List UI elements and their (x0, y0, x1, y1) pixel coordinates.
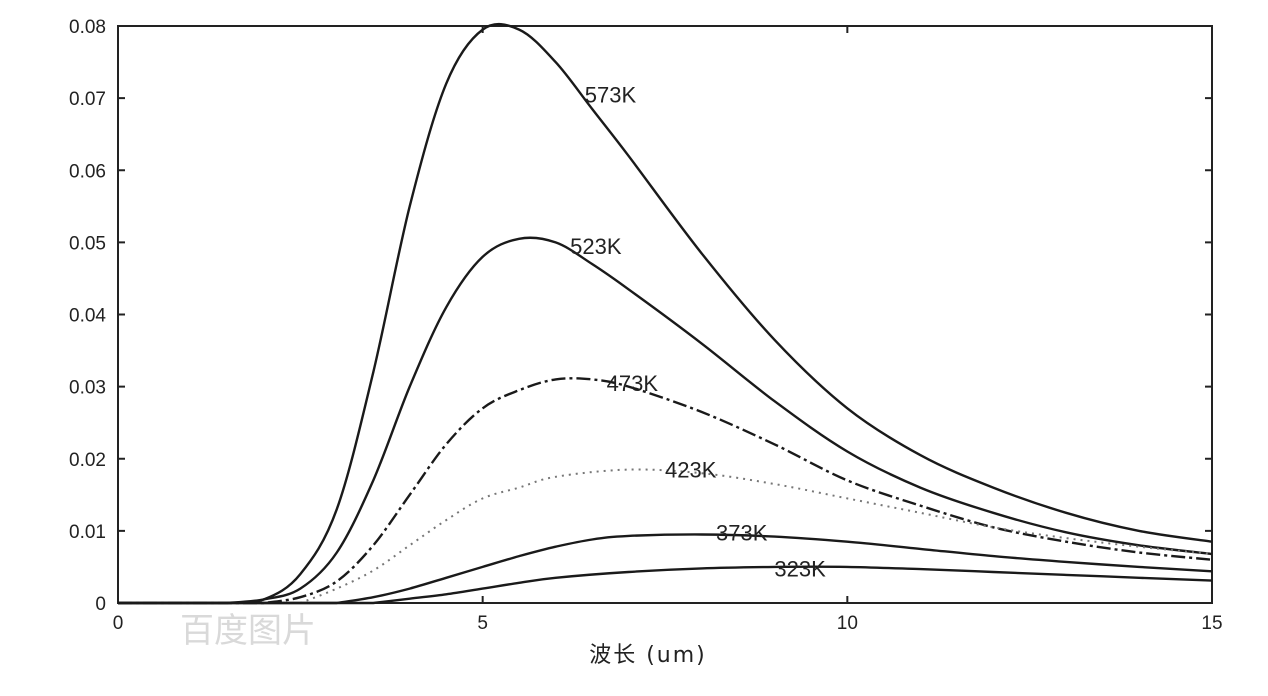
series-lines (118, 23, 1213, 605)
series-line-373K (118, 533, 1213, 605)
x-tick-label: 0 (113, 613, 124, 634)
y-tick-label: 0.02 (69, 450, 106, 471)
y-tick-label: 0.03 (69, 378, 106, 399)
y-tick-label: 0.06 (69, 161, 106, 182)
y-tick-label: 0.08 (69, 17, 106, 38)
x-tick-label: 10 (837, 613, 858, 634)
x-axis-title: 波长 (um) (589, 643, 707, 668)
series-line-523K (118, 236, 1213, 605)
y-tick-label: 0.01 (69, 522, 106, 543)
series-label-423K: 423K (665, 458, 717, 483)
y-axis: 0 0.01 0.02 0.03 0.04 0.05 0.06 0.07 0.08 (69, 17, 1212, 615)
series-label-473K: 473K (607, 371, 659, 396)
x-axis: 0 5 10 15 (113, 26, 1223, 634)
series-label-373K: 373K (716, 520, 768, 545)
series-label-523K: 523K (570, 234, 622, 259)
y-tick-label: 0 (95, 594, 106, 615)
series-line-423K (118, 468, 1213, 604)
x-tick-label: 15 (1201, 613, 1222, 634)
series-line-323K (118, 565, 1213, 605)
series-line-573K (118, 23, 1213, 605)
y-tick-label: 0.04 (69, 306, 106, 327)
y-tick-label: 0.05 (69, 233, 106, 254)
series-line-473K (118, 377, 1213, 605)
series-label-323K: 323K (774, 556, 826, 581)
x-tick-label: 5 (477, 613, 488, 634)
y-tick-label: 0.07 (69, 89, 106, 110)
watermark: 百度图片 (180, 611, 316, 651)
series-label-573K: 573K (585, 83, 637, 108)
